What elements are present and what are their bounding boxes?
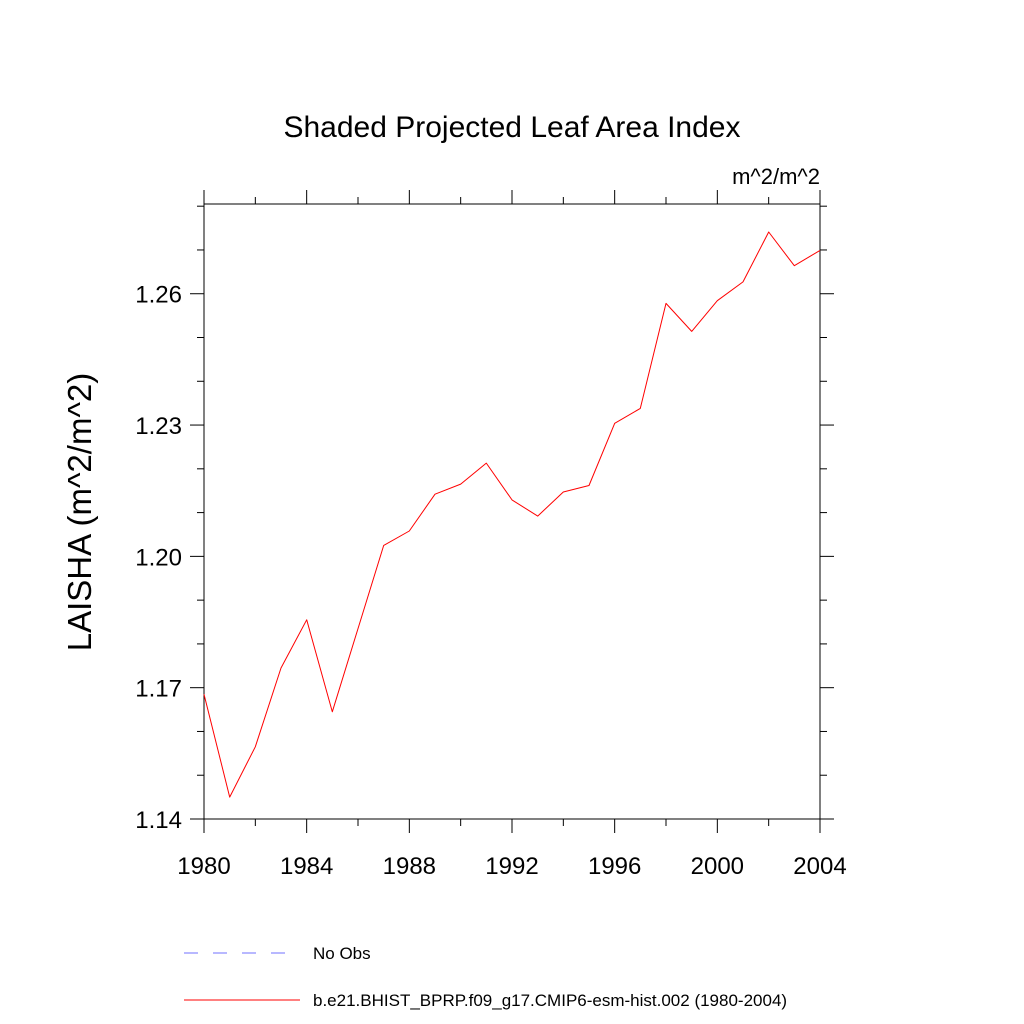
y-tick-label: 1.26: [135, 282, 182, 309]
legend-label: b.e21.BHIST_BPRP.f09_g17.CMIP6-esm-hist.…: [313, 991, 787, 1010]
x-tick-labels: 1980 1984 1988 1992 1996 2000 2004: [177, 853, 846, 880]
x-tick-label: 1996: [588, 853, 641, 880]
chart-title: Shaded Projected Leaf Area Index: [283, 111, 740, 144]
legend: No Obs b.e21.BHIST_BPRP.f09_g17.CMIP6-esm…: [184, 944, 787, 1010]
y-tick-labels: 1.14 1.17 1.20 1.23 1.26: [135, 282, 182, 834]
series-line: [203, 231, 821, 798]
y-tick-label: 1.14: [135, 807, 182, 834]
y-tick-label: 1.23: [135, 413, 182, 440]
x-tick-label: 1980: [177, 853, 230, 880]
x-tick-label: 1988: [383, 853, 436, 880]
x-tick-label: 1984: [280, 853, 333, 880]
x-tick-label: 1992: [485, 853, 538, 880]
y-tick-label: 1.17: [135, 676, 182, 703]
y-axis-label: LAISHA (m^2/m^2): [61, 373, 98, 652]
plot-frame: [203, 203, 821, 820]
x-tick-label: 2004: [793, 853, 846, 880]
legend-label: No Obs: [313, 944, 371, 963]
axis-ticks: [190, 190, 834, 833]
series-layer: [203, 231, 821, 798]
units-label: m^2/m^2: [732, 164, 820, 189]
y-tick-label: 1.20: [135, 544, 182, 571]
x-tick-label: 2000: [691, 853, 744, 880]
